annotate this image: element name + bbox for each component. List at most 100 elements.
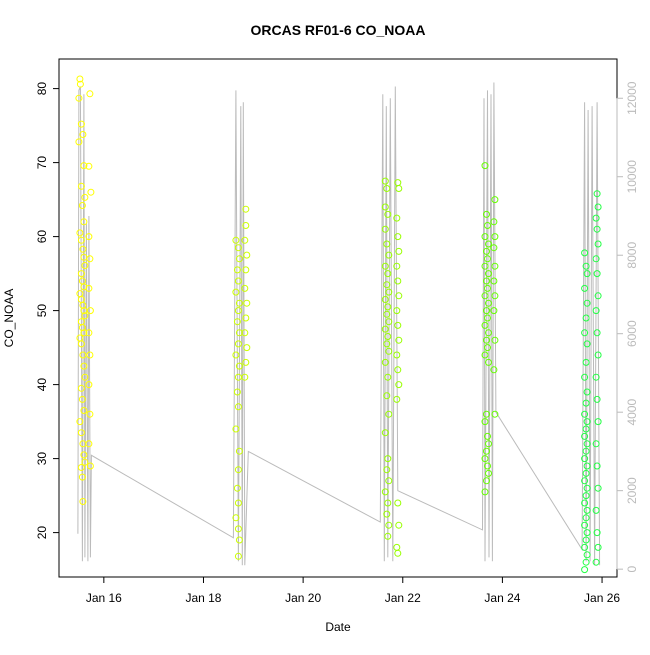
- data-point-series-1: [77, 384, 85, 392]
- data-point-series-1: [80, 329, 88, 337]
- data-point-series-5: [592, 506, 600, 514]
- data-point-series-1: [79, 131, 87, 138]
- data-point-series-5: [583, 529, 591, 537]
- data-point-series-3: [385, 288, 393, 296]
- data-point-series-3: [381, 225, 389, 233]
- data-point-series-5: [581, 566, 589, 574]
- data-point-series-1: [77, 182, 85, 190]
- x-tick-label: Jan 22: [385, 591, 421, 605]
- data-point-series-5: [581, 284, 589, 292]
- data-point-series-4: [481, 455, 489, 463]
- data-point-series-5: [581, 543, 589, 551]
- y2-tick-label: 2000: [625, 477, 639, 504]
- data-point-series-1: [76, 75, 84, 83]
- data-point-series-4: [481, 488, 489, 496]
- data-point-series-3: [384, 210, 392, 218]
- data-point-series-4: [485, 358, 492, 366]
- data-point-series-3: [393, 307, 401, 315]
- data-point-series-1: [80, 451, 88, 459]
- data-point-series-4: [483, 410, 490, 418]
- data-point-series-4: [491, 292, 499, 300]
- data-point-series-5: [592, 214, 600, 222]
- data-point-series-2: [232, 351, 240, 359]
- data-point-series-4: [481, 162, 489, 170]
- data-point-series-5: [581, 477, 589, 485]
- data-point-series-2: [242, 266, 250, 274]
- data-point-series-1: [81, 458, 89, 466]
- data-point-series-5: [581, 432, 589, 440]
- data-point-series-2: [234, 525, 242, 533]
- data-point-series-3: [385, 251, 393, 259]
- data-point-series-5: [582, 536, 590, 544]
- data-point-series-3: [384, 532, 392, 540]
- data-point-series-3: [395, 185, 403, 192]
- data-point-series-1: [79, 351, 87, 359]
- data-point-series-1: [85, 381, 93, 389]
- data-point-series-5: [581, 521, 589, 529]
- data-point-series-5: [582, 399, 590, 407]
- data-point-series-1: [79, 245, 87, 253]
- data-point-series-4: [484, 344, 491, 352]
- data-point-series-2: [235, 536, 243, 544]
- data-point-series-3: [383, 310, 391, 318]
- data-point-series-2: [234, 244, 242, 252]
- data-point-series-2: [241, 284, 249, 292]
- data-point-series-2: [235, 362, 243, 370]
- data-point-series-5: [593, 395, 601, 403]
- data-point-series-3: [393, 214, 401, 222]
- data-point-series-4: [485, 469, 492, 477]
- data-point-series-2: [232, 288, 240, 296]
- data-point-series-2: [234, 403, 242, 411]
- data-point-series-3: [395, 247, 403, 255]
- data-point-series-4: [491, 196, 499, 204]
- data-point-series-1: [81, 312, 89, 320]
- data-point-series-3: [394, 499, 402, 507]
- data-point-series-3: [394, 233, 402, 241]
- data-point-series-2: [242, 314, 250, 322]
- data-point-series-1: [85, 162, 93, 170]
- data-point-series-2: [241, 236, 249, 244]
- data-point-series-1: [86, 410, 94, 418]
- data-point-series-4: [483, 277, 490, 285]
- data-point-series-3: [381, 296, 389, 303]
- data-point-series-1: [80, 362, 88, 370]
- data-point-series-4: [491, 262, 499, 270]
- y-axis-label: CO_NOAA: [2, 289, 16, 348]
- data-point-series-5: [592, 255, 600, 263]
- data-point-series-2: [234, 499, 242, 507]
- data-point-series-4: [485, 270, 492, 278]
- data-point-series-3: [385, 477, 393, 485]
- data-point-series-1: [86, 351, 94, 359]
- data-point-series-5: [582, 514, 590, 522]
- data-point-series-5: [582, 314, 590, 322]
- data-point-series-3: [383, 185, 391, 192]
- data-point-series-4: [484, 432, 491, 440]
- data-point-series-1: [77, 236, 85, 244]
- data-point-series-1: [80, 162, 88, 170]
- data-point-series-4: [485, 329, 492, 337]
- data-point-series-2: [232, 514, 240, 522]
- data-point-series-4: [481, 262, 489, 270]
- data-point-series-5: [581, 410, 589, 418]
- data-point-series-4: [491, 410, 499, 418]
- y-tick-label: 40: [35, 378, 49, 392]
- data-point-series-5: [583, 551, 591, 559]
- data-point-series-4: [490, 307, 498, 315]
- data-point-series-1: [86, 90, 94, 98]
- chart-title: ORCAS RF01-6 CO_NOAA: [250, 22, 425, 38]
- data-point-series-5: [583, 299, 591, 307]
- data-point-series-1: [85, 329, 93, 337]
- data-point-series-1: [76, 229, 84, 237]
- data-point-series-1: [81, 193, 89, 201]
- data-point-series-1: [76, 418, 84, 426]
- data-point-series-1: [78, 473, 86, 481]
- data-point-series-4: [483, 307, 490, 315]
- data-point-series-3: [383, 240, 391, 248]
- data-point-series-3: [383, 510, 391, 518]
- data-point-series-4: [483, 210, 490, 218]
- data-point-series-1: [77, 340, 85, 348]
- y-tick-label: 70: [35, 156, 49, 170]
- data-point-series-5: [582, 358, 590, 366]
- data-point-series-2: [234, 466, 242, 474]
